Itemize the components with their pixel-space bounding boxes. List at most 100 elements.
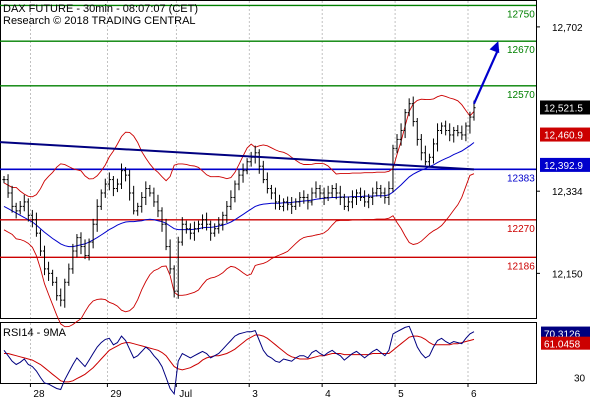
price-bar xyxy=(375,181,379,197)
price-bar xyxy=(419,134,423,161)
price-bar xyxy=(431,138,436,164)
rsi-ma-line xyxy=(4,334,475,383)
time-tick-label: 6 xyxy=(471,389,477,400)
price-bar xyxy=(330,184,334,198)
price-bar xyxy=(448,123,452,142)
price-bar xyxy=(427,153,432,167)
price-bar xyxy=(407,98,411,117)
price-bar xyxy=(387,181,391,206)
ma-line xyxy=(3,142,475,248)
price-bar xyxy=(281,198,286,212)
grid xyxy=(30,1,469,383)
price-bar xyxy=(286,196,290,211)
price-bar xyxy=(363,190,367,207)
price-bar xyxy=(200,214,205,230)
price-bar xyxy=(184,220,188,234)
rsi-label: RSI14 - 9MA xyxy=(3,327,67,339)
price-bar xyxy=(34,212,39,237)
price-bar xyxy=(439,122,444,135)
price-bar xyxy=(233,180,237,203)
price-bar xyxy=(472,100,476,121)
price-bar xyxy=(399,123,403,146)
rsi-value-label: 61.0458 xyxy=(544,340,581,351)
price-bar xyxy=(91,218,95,249)
price-bar xyxy=(22,194,26,212)
price-bar xyxy=(225,201,229,223)
price-bar xyxy=(63,278,67,308)
level-label-12270: 12270 xyxy=(507,224,535,235)
price-bar xyxy=(342,193,346,210)
price-bar xyxy=(334,183,338,200)
level-label-12383: 12383 xyxy=(507,173,535,184)
price-bar xyxy=(423,145,427,166)
price-bar xyxy=(217,217,221,234)
price-bar xyxy=(14,202,18,219)
price-bar xyxy=(204,212,209,231)
price-bar xyxy=(464,122,468,142)
price-bar xyxy=(172,265,176,298)
price-bar xyxy=(241,163,245,183)
price-tick-label: 12,702 xyxy=(552,23,583,34)
price-bar xyxy=(51,269,55,286)
price-bar xyxy=(302,190,306,204)
price-bar xyxy=(75,234,79,258)
price-bar xyxy=(136,202,140,216)
projection-arrow-shaft xyxy=(472,48,500,105)
rsi-tick-label: 30 xyxy=(574,374,586,385)
price-bar xyxy=(192,221,197,241)
price-bar xyxy=(67,263,71,286)
price-bar xyxy=(213,223,217,237)
price-bar xyxy=(354,189,359,206)
time-tick-label: Jul xyxy=(179,389,192,400)
time-tick-label: 5 xyxy=(398,389,404,400)
price-bar xyxy=(318,184,322,200)
price-bar xyxy=(38,229,43,256)
rsi-value-label: 70.3126 xyxy=(544,330,581,341)
price-bar xyxy=(460,125,464,140)
price-bar xyxy=(456,125,460,137)
price-bar xyxy=(87,238,91,261)
trendline-group xyxy=(0,141,475,171)
price-bar xyxy=(395,134,399,154)
price-bar xyxy=(269,184,274,200)
price-bar xyxy=(415,117,419,146)
price-bar xyxy=(411,96,415,127)
price-bar xyxy=(322,187,326,206)
moving-average xyxy=(3,142,475,248)
price-bar xyxy=(6,174,10,198)
price-bar xyxy=(2,176,6,184)
copyright-line: Research © 2018 TRADING CENTRAL xyxy=(3,15,196,27)
price-bar xyxy=(164,218,168,251)
projection-arrow-group xyxy=(472,41,500,105)
price-bar xyxy=(277,194,282,210)
price-bar xyxy=(468,111,472,134)
price-bar xyxy=(188,223,192,240)
price-bar xyxy=(294,198,298,210)
price-bar xyxy=(107,172,111,191)
price-bar xyxy=(156,194,160,218)
price-bar xyxy=(18,201,22,215)
price-box-current xyxy=(540,100,590,115)
price-bar xyxy=(99,189,103,210)
price-bar xyxy=(123,167,128,182)
time-axis: 28 29 Jul 3 4 5 6 xyxy=(29,383,477,400)
bollinger-lower xyxy=(3,173,475,328)
price-bar xyxy=(314,181,318,198)
price-bar xyxy=(338,185,342,206)
price-bar xyxy=(229,190,233,210)
projection-arrow-head xyxy=(489,41,500,54)
price-bar xyxy=(298,192,302,207)
price-bar xyxy=(196,220,201,233)
price-bar xyxy=(59,288,63,307)
price-bar xyxy=(310,187,314,206)
price-bar xyxy=(221,211,225,231)
price-bar xyxy=(30,209,34,228)
time-tick-label: 29 xyxy=(110,389,122,400)
price-bar xyxy=(132,185,136,215)
trendline xyxy=(0,141,475,171)
price-bar xyxy=(245,158,249,175)
price-bars xyxy=(2,96,476,308)
price-bar xyxy=(265,172,269,194)
price-bar xyxy=(346,196,350,212)
